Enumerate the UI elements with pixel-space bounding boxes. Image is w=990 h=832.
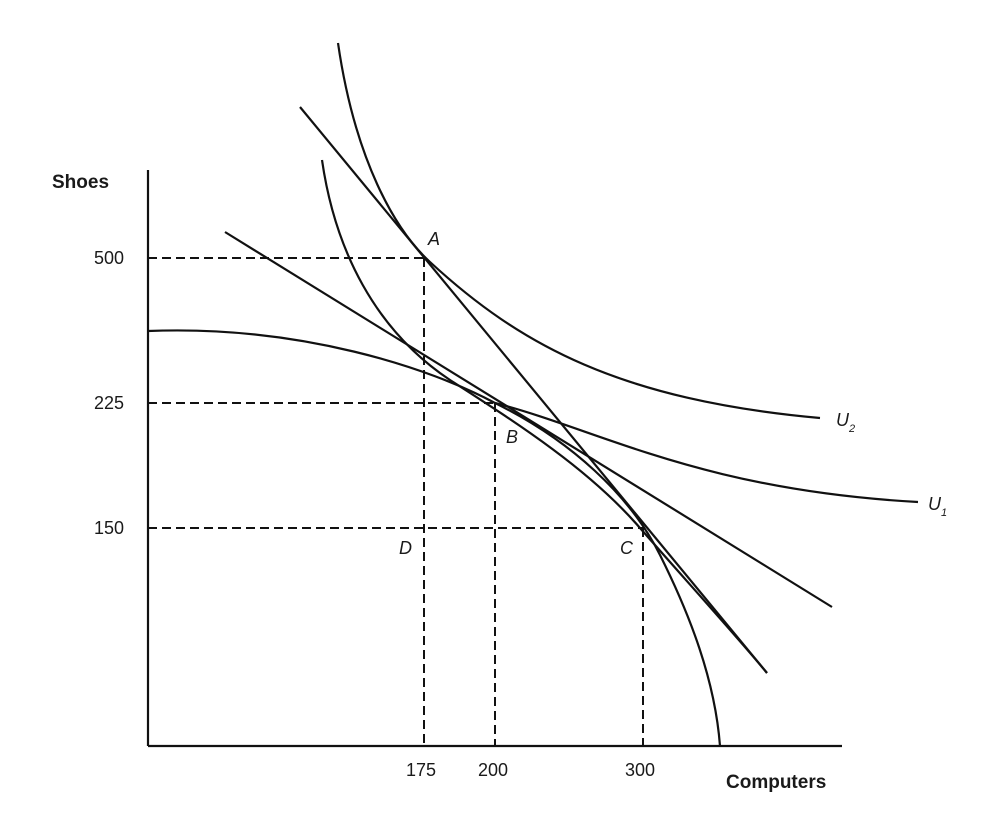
curve-label-u1: U1 (928, 494, 947, 519)
x-tick-label: 300 (625, 760, 655, 780)
curve-label-u2-sub: 2 (848, 423, 855, 435)
indifference-curve-u2 (336, 42, 821, 420)
y-tick-label: 500 (94, 248, 124, 268)
point-label-a: A (427, 229, 440, 249)
indifference-curve-u1 (494, 401, 919, 504)
trade-curve (320, 159, 768, 674)
point-label-d: D (399, 538, 412, 558)
curve-label-u2-letter: U (836, 410, 850, 430)
point-label-c: C (620, 538, 634, 558)
y-tick-label: 225 (94, 393, 124, 413)
curve-label-u1-letter: U (928, 494, 942, 514)
x-tick-label: 200 (478, 760, 508, 780)
curve-label-u1-sub: 1 (941, 507, 947, 519)
y-tick-label: 150 (94, 518, 124, 538)
price-line-steep (299, 106, 768, 674)
point-label-b: B (506, 427, 518, 447)
production-possibility-frontier (147, 329, 722, 747)
price-line-flat (224, 231, 833, 608)
curve-label-u2: U2 (836, 410, 855, 435)
y-axis-title: Shoes (52, 172, 109, 193)
x-axis-title: Computers (726, 772, 826, 793)
x-tick-label: 175 (406, 760, 436, 780)
